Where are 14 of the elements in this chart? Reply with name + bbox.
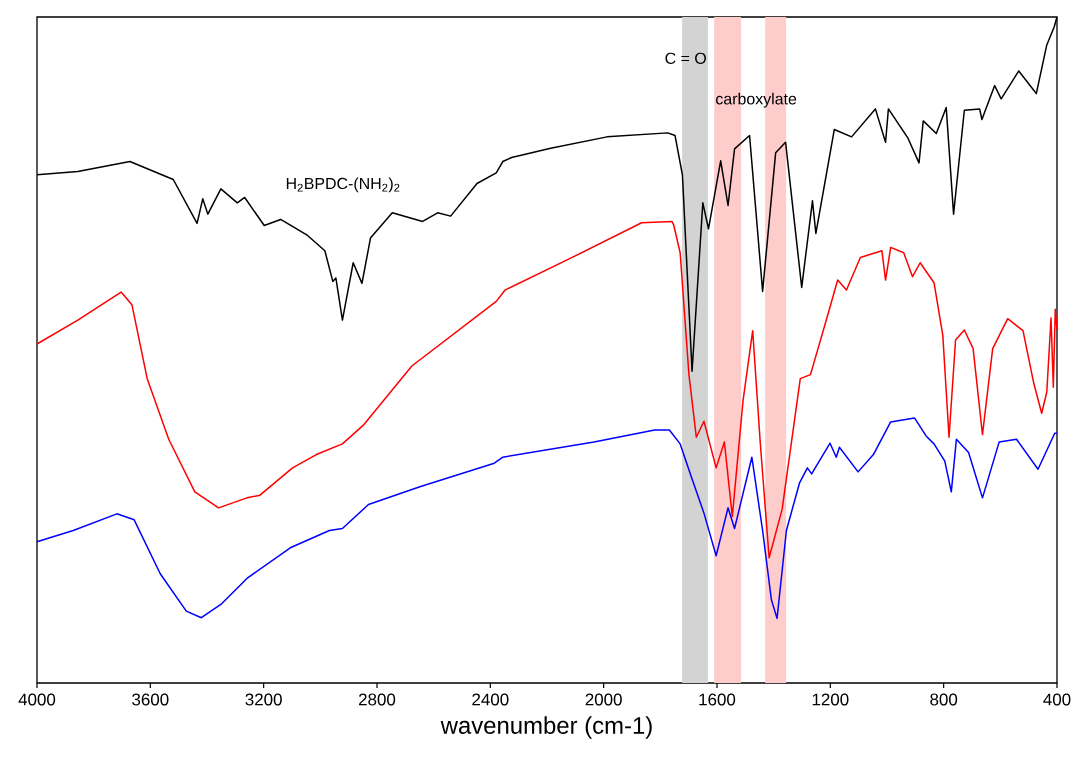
x-tick-label: 2000 bbox=[585, 693, 622, 706]
x-tick-label: 3600 bbox=[132, 693, 169, 706]
x-tick-label: 1600 bbox=[699, 693, 736, 706]
x-tick-label: 4000 bbox=[18, 693, 56, 706]
x-tick-label: 2800 bbox=[359, 693, 396, 706]
x-tick-label: 2400 bbox=[472, 693, 509, 706]
x-tick-label: 1200 bbox=[812, 693, 849, 706]
x-tick-label: 400 bbox=[1043, 693, 1071, 706]
x-axis-title: wavenumber (cm-1) bbox=[440, 716, 652, 739]
band-label: C = O bbox=[665, 52, 706, 64]
x-tick-label: 3200 bbox=[245, 693, 282, 706]
x-tick-label: 800 bbox=[930, 693, 958, 706]
annotation: H$_{2}$BPDC-(NH$_{2}$)$_{2}$ bbox=[286, 177, 400, 193]
band-label: carboxylate bbox=[716, 92, 797, 108]
